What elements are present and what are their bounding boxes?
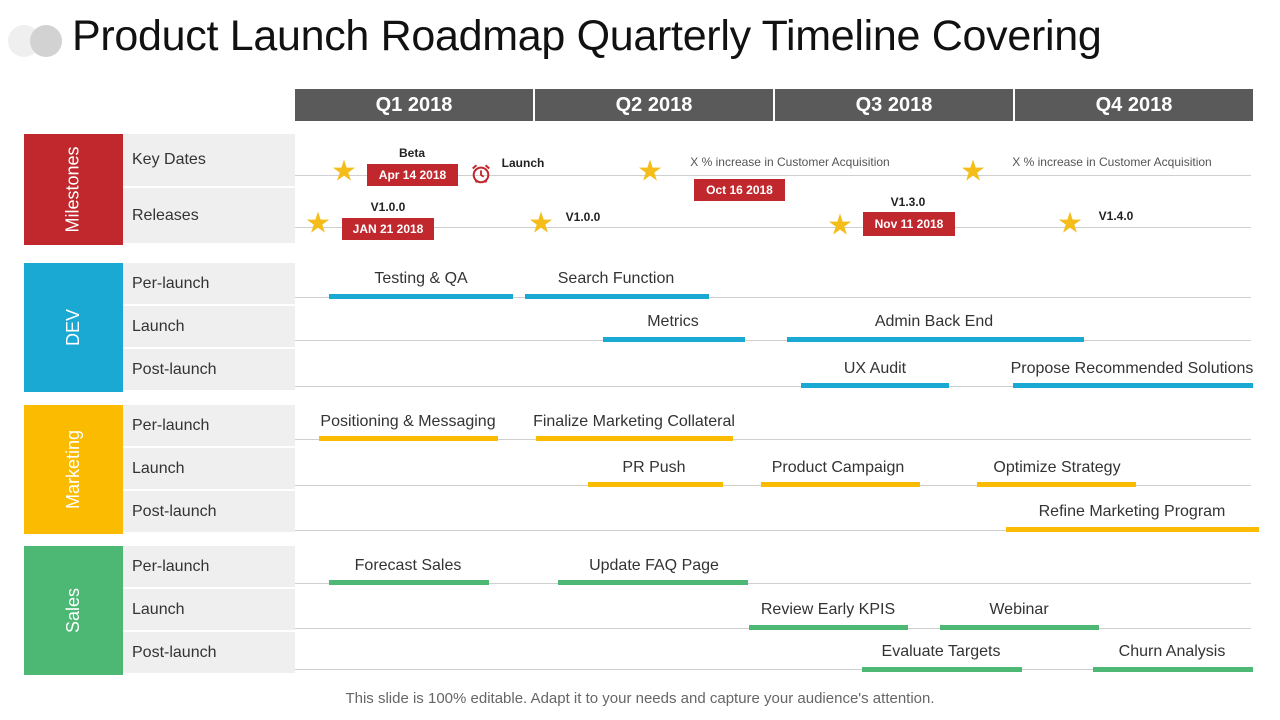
grid-line-releases: [295, 227, 1251, 228]
task-churn-analysis-bar: [1093, 667, 1253, 672]
q4-acquisition-note: X % increase in Customer Acquisition: [1012, 155, 1212, 169]
release-v100-q2-label: V1.0.0: [565, 210, 601, 224]
task-ux-audit-bar: [801, 383, 949, 388]
task-search-function-bar: [525, 294, 709, 299]
row-label-marketing-post-launch: Post-launch: [123, 491, 295, 534]
row-label-sales-post-launch: Post-launch: [123, 632, 295, 675]
category-sales: Sales: [24, 546, 123, 675]
quarter-q3: Q3 2018: [775, 89, 1015, 121]
task-webinar-label: Webinar: [989, 601, 1049, 618]
grid-line-sales-per-launch: [295, 583, 1251, 584]
category-milestones: Milestones: [24, 134, 123, 245]
release-v100-label: V1.0.0: [370, 200, 406, 214]
release-v140-label: V1.4.0: [1098, 209, 1134, 223]
task-churn-analysis-label: Churn Analysis: [1118, 643, 1226, 660]
jan-date-badge: JAN 21 2018: [342, 218, 434, 240]
category-milestones-label: Milestones: [62, 146, 83, 233]
task-forecast-sales-label: Forecast Sales: [354, 557, 462, 574]
task-update-faq-label: Update FAQ Page: [589, 557, 719, 574]
task-optimize-strategy-bar: [977, 482, 1136, 487]
task-positioning-label: Positioning & Messaging: [320, 413, 496, 430]
task-admin-back-end-label: Admin Back End: [874, 313, 994, 330]
grid-line-dev-per-launch: [295, 297, 1251, 298]
grid-line-marketing-post-launch: [295, 530, 1251, 531]
task-pr-push-label: PR Push: [622, 459, 686, 476]
task-forecast-sales-bar: [329, 580, 489, 585]
task-refine-program-label: Refine Marketing Program: [1038, 503, 1226, 520]
footer-note: This slide is 100% editable. Adapt it to…: [345, 690, 935, 707]
category-sales-label: Sales: [63, 587, 83, 634]
row-label-sales-launch: Launch: [123, 589, 295, 632]
decor-dot-dark: [30, 25, 62, 57]
row-label-marketing-launch: Launch: [123, 448, 295, 491]
task-optimize-strategy-label: Optimize Strategy: [993, 459, 1121, 476]
task-admin-back-end-bar: [787, 337, 1084, 342]
task-testing-qa-bar: [329, 294, 513, 299]
task-product-campaign-label: Product Campaign: [771, 459, 905, 476]
row-label-releases: Releases: [123, 188, 295, 245]
star-icon: ★: [960, 155, 986, 188]
star-icon: ★: [331, 155, 357, 188]
grid-line-dev-launch: [295, 340, 1251, 341]
launch-label: Launch: [501, 156, 545, 170]
nov-date-badge: Nov 11 2018: [863, 212, 955, 236]
task-finalize-collateral-bar: [536, 436, 733, 441]
grid-line-marketing-per-launch: [295, 439, 1251, 440]
task-propose-solutions-bar: [1013, 383, 1253, 388]
task-refine-program-bar: [1006, 527, 1259, 532]
task-pr-push-bar: [588, 482, 723, 487]
task-finalize-collateral-label: Finalize Marketing Collateral: [533, 413, 735, 430]
star-icon: ★: [637, 155, 663, 188]
star-icon: ★: [528, 207, 554, 240]
page-title: Product Launch Roadmap Quarterly Timelin…: [72, 12, 1102, 60]
beta-date-badge: Apr 14 2018: [367, 164, 458, 186]
task-testing-qa-label: Testing & QA: [374, 270, 468, 287]
task-positioning-bar: [319, 436, 498, 441]
grid-line-key-dates: [295, 175, 1251, 176]
grid-line-sales-post-launch: [295, 669, 1251, 670]
row-label-sales-per-launch: Per-launch: [123, 546, 295, 589]
beta-label: Beta: [398, 146, 426, 160]
star-icon: ★: [827, 209, 853, 242]
q2-acquisition-note: X % increase in Customer Acquisition: [690, 155, 890, 169]
task-webinar-bar: [940, 625, 1099, 630]
task-ux-audit-label: UX Audit: [843, 360, 907, 377]
category-dev-label: DEV: [62, 308, 83, 347]
category-marketing-label: Marketing: [63, 429, 83, 510]
task-metrics-bar: [603, 337, 745, 342]
row-label-marketing-per-launch: Per-launch: [123, 405, 295, 448]
grid-line-dev-post-launch: [295, 386, 1251, 387]
row-label-key-dates: Key Dates: [123, 134, 295, 188]
task-update-faq-bar: [558, 580, 748, 585]
task-search-function-label: Search Function: [557, 270, 675, 287]
release-v130-label: V1.3.0: [890, 195, 926, 209]
task-evaluate-targets-label: Evaluate Targets: [881, 643, 1001, 660]
task-product-campaign-bar: [761, 482, 920, 487]
quarter-q4: Q4 2018: [1015, 89, 1253, 121]
quarter-header: Q1 2018 Q2 2018 Q3 2018 Q4 2018: [295, 89, 1253, 121]
title-decoration: [8, 25, 68, 57]
row-label-dev-launch: Launch: [123, 306, 295, 349]
task-metrics-label: Metrics: [647, 313, 699, 330]
oct-date-badge: Oct 16 2018: [694, 179, 785, 201]
star-icon: ★: [1057, 207, 1083, 240]
task-review-kpis-label: Review Early KPIS: [760, 601, 896, 618]
category-marketing: Marketing: [24, 405, 123, 534]
row-label-dev-per-launch: Per-launch: [123, 263, 295, 306]
quarter-q2: Q2 2018: [535, 89, 775, 121]
star-icon: ★: [305, 207, 331, 240]
alarm-clock-icon: [472, 164, 490, 184]
task-propose-solutions-label: Propose Recommended Solutions: [1010, 360, 1254, 377]
task-evaluate-targets-bar: [862, 667, 1022, 672]
category-dev: DEV: [24, 263, 123, 392]
quarter-q1: Q1 2018: [295, 89, 535, 121]
row-label-dev-post-launch: Post-launch: [123, 349, 295, 392]
task-review-kpis-bar: [749, 625, 908, 630]
